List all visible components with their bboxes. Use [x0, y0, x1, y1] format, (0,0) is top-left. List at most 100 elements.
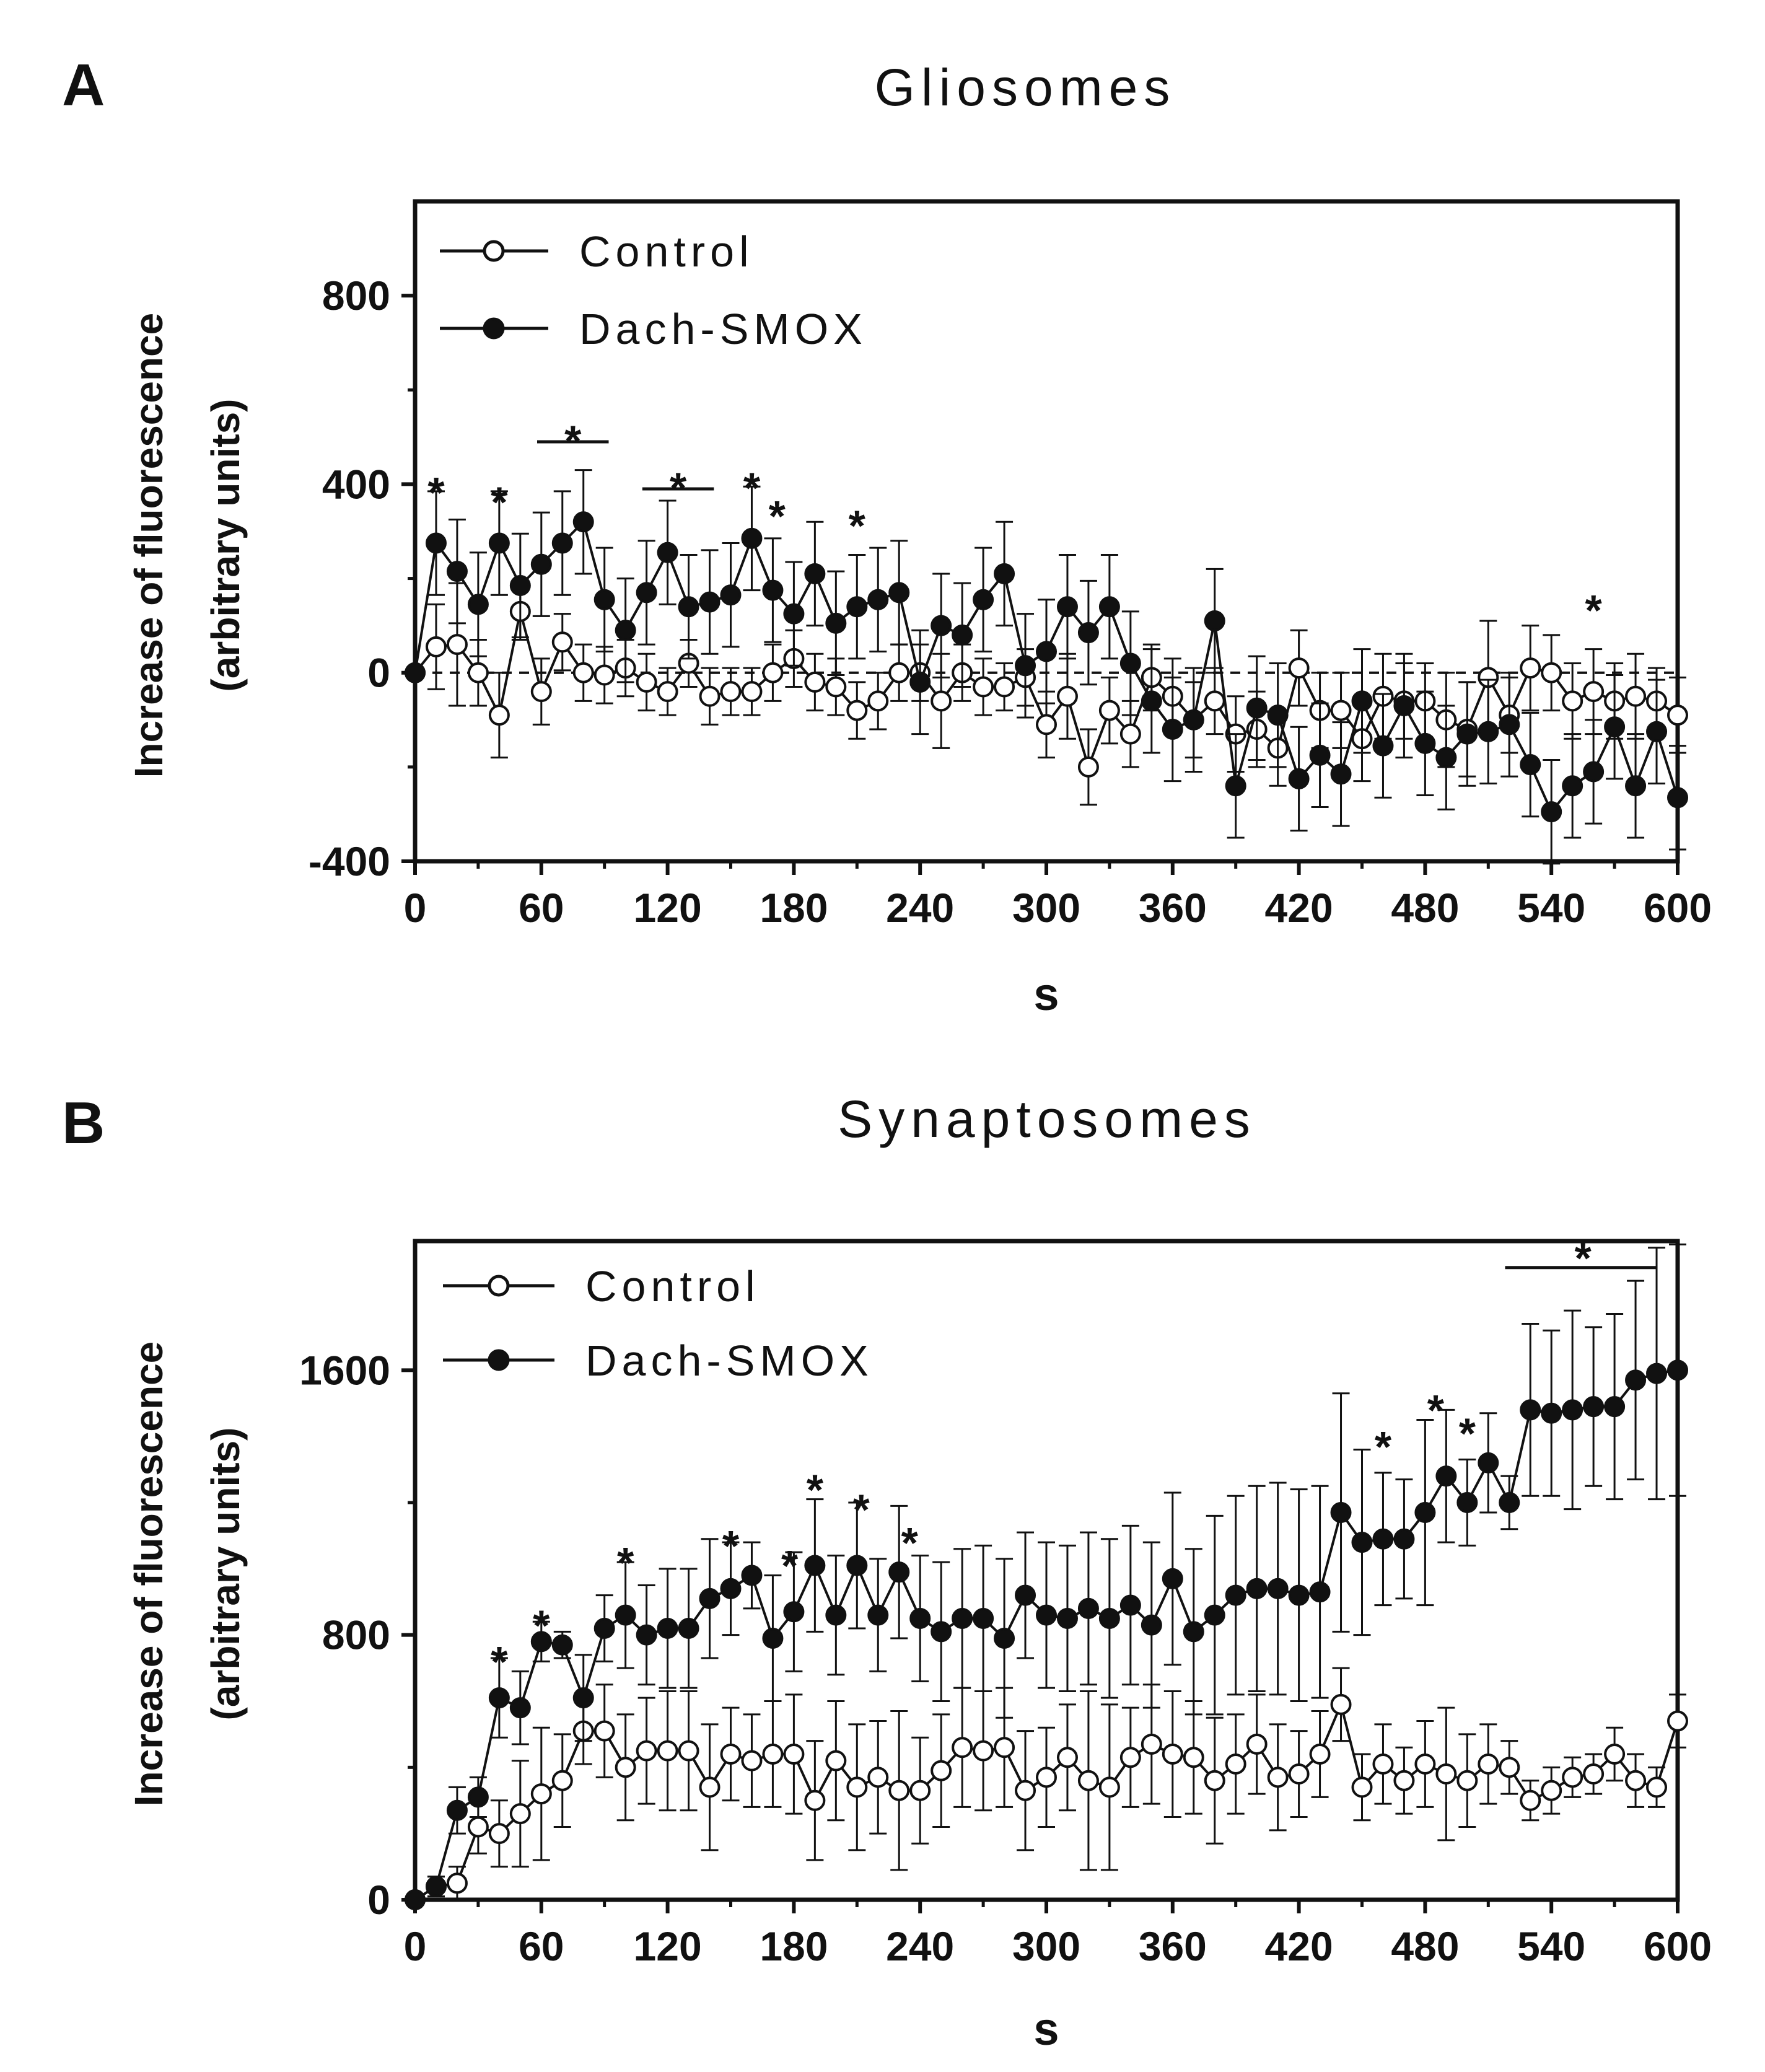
data-point [1119, 723, 1141, 745]
data-point [1036, 1604, 1057, 1626]
data-point [1646, 1776, 1668, 1798]
data-point [1246, 697, 1268, 719]
data-point [952, 1737, 973, 1758]
data-point [1541, 1402, 1562, 1424]
data-point [530, 1631, 552, 1653]
data-point [867, 589, 889, 610]
data-point [1225, 1753, 1246, 1775]
data-point [1119, 1594, 1141, 1616]
significance-star: * [670, 463, 687, 512]
data-point [762, 1743, 784, 1765]
data-point [1225, 775, 1246, 797]
legend: Control Dach-SMOX [443, 1262, 869, 1385]
data-point [720, 584, 742, 606]
significance-star: * [1585, 586, 1603, 634]
data-point [1056, 685, 1078, 707]
data-point [551, 1770, 573, 1791]
data-point [636, 671, 657, 693]
plot-area: 0 60 120 180 240 300 360 420 480 540 600 -400 0 400 80… [309, 199, 1712, 931]
significance-star: * [491, 478, 508, 526]
data-point [1604, 1743, 1626, 1765]
data-point [825, 1750, 847, 1771]
x-tick-label: 180 [760, 885, 828, 931]
x-tick-label: 120 [634, 885, 702, 931]
significance-star: * [427, 468, 445, 517]
data-point [1372, 735, 1394, 757]
data-point [509, 574, 531, 596]
y-axis-label-line-1: Increase of fluorescence [126, 1341, 171, 1807]
data-point [1562, 690, 1583, 712]
data-point [551, 1634, 573, 1656]
data-point [720, 681, 742, 703]
data-point [1456, 723, 1478, 745]
data-point [593, 589, 615, 610]
data-point [762, 662, 784, 683]
data-point [1309, 1743, 1331, 1765]
data-point [636, 1740, 657, 1762]
data-point [446, 1872, 468, 1894]
data-point [1435, 1763, 1457, 1785]
data-point [405, 662, 426, 683]
data-point [1056, 1607, 1078, 1629]
significance-star: * [1459, 1409, 1476, 1457]
y-axis-label-line-2: (arbitrary units) [203, 1428, 248, 1721]
data-point [1162, 1568, 1183, 1589]
x-tick-label: 0 [404, 885, 427, 931]
data-point [741, 527, 763, 549]
data-point [1499, 1757, 1520, 1778]
data-point [994, 1737, 1015, 1758]
data-point [467, 1786, 489, 1808]
legend: Control Dach-SMOX [440, 227, 862, 353]
data-point [1288, 1763, 1310, 1785]
data-point [1520, 754, 1541, 776]
data-point [1478, 721, 1499, 742]
data-point [425, 1876, 447, 1897]
data-point [1162, 719, 1183, 740]
data-point [1036, 641, 1057, 662]
legend-control-label: Control [585, 1262, 760, 1310]
series-dach-smox [405, 469, 1688, 865]
data-point [994, 1628, 1015, 1649]
data-point [973, 1607, 994, 1629]
data-point [636, 1624, 657, 1646]
data-point [1036, 1767, 1057, 1788]
data-point [551, 631, 573, 653]
data-point [783, 1743, 805, 1765]
data-point [1667, 1359, 1688, 1381]
data-point [1562, 1767, 1583, 1788]
data-point [1267, 705, 1289, 726]
significance-star: * [1575, 1234, 1592, 1282]
significance-star: * [564, 416, 582, 465]
data-point [1309, 744, 1331, 766]
data-point [994, 676, 1015, 698]
data-point [888, 662, 910, 683]
legend-dach-smox-marker [483, 317, 505, 340]
data-point [1183, 1747, 1204, 1768]
data-point [1098, 1776, 1120, 1798]
data-point [636, 582, 657, 604]
data-point [909, 671, 931, 693]
x-tick-label: 360 [1139, 1923, 1207, 1969]
data-point [1393, 1528, 1415, 1550]
data-point [1456, 1770, 1478, 1791]
panel-letter: A [62, 52, 105, 118]
data-point [657, 1617, 678, 1639]
data-point [1267, 1578, 1289, 1599]
data-point [1204, 1604, 1225, 1626]
plot-area: 0 60 120 180 240 300 360 420 480 540 60008001600**… [299, 1234, 1712, 1969]
data-point [1372, 1528, 1394, 1550]
data-point [425, 532, 447, 554]
data-point [888, 1780, 910, 1801]
significance-star: * [743, 463, 761, 512]
data-point [530, 1783, 552, 1805]
data-point [446, 1799, 468, 1821]
data-point [1330, 700, 1352, 721]
data-point [1646, 1363, 1668, 1384]
x-tick-label: 0 [404, 1923, 427, 1969]
data-point [804, 1789, 826, 1811]
data-point [488, 705, 510, 726]
data-point [1351, 690, 1373, 712]
data-point [1204, 690, 1225, 712]
data-point [888, 1561, 910, 1583]
